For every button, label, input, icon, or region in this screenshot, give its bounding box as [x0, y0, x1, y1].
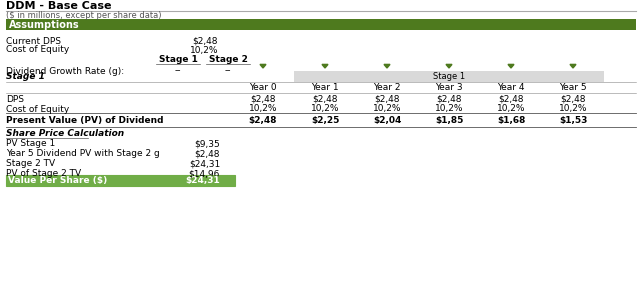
Text: Year 4: Year 4 [497, 83, 525, 93]
Text: 10,2%: 10,2% [372, 105, 401, 114]
Text: Stage 2 TV: Stage 2 TV [6, 160, 55, 168]
Text: $2,48: $2,48 [193, 37, 218, 45]
Polygon shape [384, 64, 390, 68]
Text: 10,2%: 10,2% [435, 105, 463, 114]
Text: Share Price Calculation: Share Price Calculation [6, 130, 124, 139]
Text: 10,2%: 10,2% [311, 105, 339, 114]
Text: ($ in millions, except per share data): ($ in millions, except per share data) [6, 11, 161, 20]
Text: $2,48: $2,48 [436, 95, 461, 103]
Text: Stage 1: Stage 1 [433, 72, 465, 81]
Text: Assumptions: Assumptions [9, 20, 79, 30]
Text: $2,25: $2,25 [311, 116, 339, 124]
Text: $24,31: $24,31 [185, 176, 220, 185]
Polygon shape [260, 64, 266, 68]
Text: Stage 1: Stage 1 [159, 55, 197, 64]
Bar [6, 175, 235, 186]
Text: $1,53: $1,53 [559, 116, 587, 124]
Text: --: -- [175, 66, 181, 76]
Text: Dividend Growth Rate (g):: Dividend Growth Rate (g): [6, 66, 124, 76]
Text: Stage 2: Stage 2 [209, 55, 248, 64]
Text: $14,96: $14,96 [189, 170, 220, 179]
Bar [6, 19, 636, 30]
Text: $2,48: $2,48 [499, 95, 524, 103]
Text: $24,31: $24,31 [189, 160, 220, 168]
Text: $2,48: $2,48 [249, 116, 277, 124]
Text: $1,85: $1,85 [435, 116, 463, 124]
Text: Current DPS: Current DPS [6, 37, 61, 45]
Polygon shape [570, 64, 576, 68]
Text: Stage 1: Stage 1 [6, 72, 45, 81]
Text: $2,04: $2,04 [373, 116, 401, 124]
Text: $1,68: $1,68 [497, 116, 525, 124]
Text: Year 2: Year 2 [373, 83, 401, 93]
Polygon shape [322, 64, 328, 68]
Text: 10,2%: 10,2% [249, 105, 277, 114]
Bar [294, 71, 604, 82]
Text: $2,48: $2,48 [195, 149, 220, 158]
Text: 10,2%: 10,2% [189, 45, 218, 55]
Text: Value Per Share ($): Value Per Share ($) [8, 176, 108, 185]
Text: DPS: DPS [6, 95, 24, 103]
Text: $2,48: $2,48 [312, 95, 338, 103]
Text: $2,48: $2,48 [374, 95, 400, 103]
Text: Year 5 Dividend PV with Stage 2 g: Year 5 Dividend PV with Stage 2 g [6, 149, 160, 158]
Polygon shape [446, 64, 452, 68]
Text: PV of Stage 2 TV: PV of Stage 2 TV [6, 170, 81, 179]
Text: --: -- [225, 66, 231, 76]
Text: Present Value (PV) of Dividend: Present Value (PV) of Dividend [6, 116, 163, 124]
Text: Cost of Equity: Cost of Equity [6, 105, 69, 114]
Text: Cost of Equity: Cost of Equity [6, 45, 69, 55]
Text: 10,2%: 10,2% [497, 105, 525, 114]
Text: Year 1: Year 1 [311, 83, 339, 93]
Text: $9,35: $9,35 [195, 139, 220, 149]
Text: PV Stage 1: PV Stage 1 [6, 139, 55, 149]
Text: 10,2%: 10,2% [559, 105, 588, 114]
Polygon shape [508, 64, 514, 68]
Text: Year 0: Year 0 [249, 83, 277, 93]
Text: Year 5: Year 5 [559, 83, 587, 93]
Text: $2,48: $2,48 [250, 95, 276, 103]
Text: DDM - Base Case: DDM - Base Case [6, 1, 111, 11]
Text: $2,48: $2,48 [560, 95, 586, 103]
Text: Year 3: Year 3 [435, 83, 463, 93]
